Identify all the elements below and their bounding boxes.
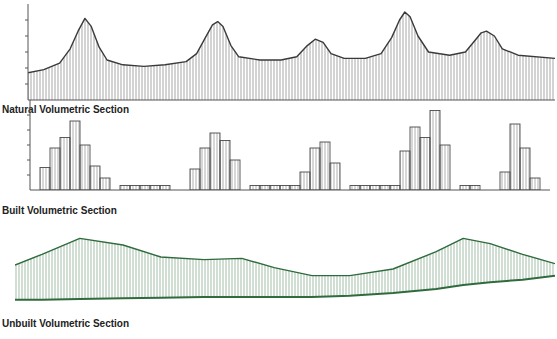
bar xyxy=(200,148,210,190)
ground-line xyxy=(15,276,555,300)
bar xyxy=(530,178,540,190)
y-tick xyxy=(27,145,30,146)
bar xyxy=(280,186,290,191)
x-axis xyxy=(28,100,555,101)
bar xyxy=(130,186,140,191)
plot-area xyxy=(40,111,540,191)
bar xyxy=(430,111,440,191)
bar xyxy=(440,145,450,190)
y-tick xyxy=(27,175,30,176)
y-tick xyxy=(25,20,28,21)
bar xyxy=(120,186,130,191)
bar xyxy=(250,186,260,191)
y-tick xyxy=(27,160,30,161)
bar xyxy=(150,186,160,191)
bar xyxy=(290,186,300,191)
bar xyxy=(210,133,220,190)
x-axis xyxy=(30,190,550,191)
bar xyxy=(230,160,240,190)
plot-area xyxy=(28,12,555,100)
bar xyxy=(270,186,280,191)
area-line xyxy=(15,238,555,275)
bar xyxy=(380,186,390,191)
y-tick xyxy=(25,84,28,85)
area-fill xyxy=(15,238,555,299)
section-title: Natural Volumetric Section xyxy=(2,104,129,115)
area-fill xyxy=(28,12,555,100)
plot-area xyxy=(15,238,555,299)
y-tick xyxy=(27,130,30,131)
bar xyxy=(360,186,370,191)
bar xyxy=(410,127,420,190)
bar xyxy=(420,138,430,191)
figure: Natural Volumetric Section Built Volumetr… xyxy=(0,0,557,339)
y-tick xyxy=(27,115,30,116)
bar xyxy=(330,163,340,190)
bar xyxy=(320,142,330,190)
bar xyxy=(500,172,510,190)
bar xyxy=(90,166,100,190)
area-line xyxy=(28,12,555,73)
bar xyxy=(50,148,60,190)
bar xyxy=(400,151,410,190)
bar xyxy=(310,148,320,190)
y-tick xyxy=(25,68,28,69)
section-title: Built Volumetric Section xyxy=(2,205,117,216)
bar xyxy=(510,124,520,190)
bar xyxy=(160,186,170,191)
bar xyxy=(350,186,360,191)
bar xyxy=(80,145,90,190)
bar xyxy=(190,169,200,190)
bar xyxy=(40,168,50,191)
bar xyxy=(100,178,110,190)
bar xyxy=(460,186,470,191)
bar xyxy=(220,141,230,191)
bar xyxy=(300,172,310,190)
y-tick xyxy=(25,52,28,53)
bar xyxy=(260,186,270,191)
bar xyxy=(140,186,150,191)
section-title: Unbuilt Volumetric Section xyxy=(2,318,129,329)
bar xyxy=(60,138,70,191)
bar xyxy=(370,186,380,191)
y-tick xyxy=(25,36,28,37)
bar xyxy=(70,121,80,190)
bar xyxy=(520,148,530,190)
bar xyxy=(390,186,400,191)
bar xyxy=(470,186,480,191)
